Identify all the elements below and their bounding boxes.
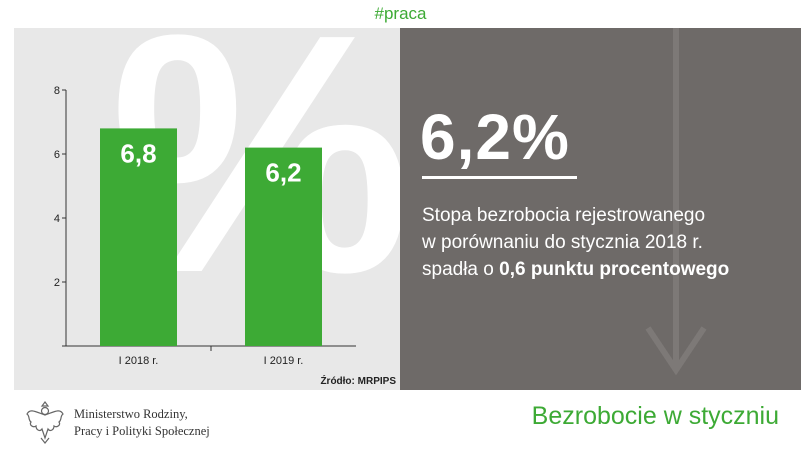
ministry-line-1: Ministerstwo Rodziny, <box>74 407 188 421</box>
white-eagle-emblem-icon <box>26 401 64 444</box>
bar-value-label: 6,2 <box>265 158 301 188</box>
highlight-value: 6,2% <box>420 101 570 173</box>
bar-chart: 2 4 6 8 6,8 I 2018 r. 6,2 I 2019 r. Źródło: MRPI… <box>54 85 396 387</box>
x-tick-label: I 2018 r. <box>119 355 159 367</box>
description-line-1: Stopa bezrobocia rejestrowanego <box>422 205 706 226</box>
y-tick-label: 4 <box>54 213 60 225</box>
chart-source: Źródło: MRPIPS <box>320 374 396 387</box>
highlight-underline <box>422 176 577 179</box>
highlight-panel: 6,2% Stopa bezrobocia rejestrowanego w p… <box>400 28 801 390</box>
description-line-3-prefix: spadła o <box>422 259 500 280</box>
description-line-3-bold: 0,6 punktu procentowego <box>499 259 730 280</box>
description-line-2: w porównaniu do stycznia 2018 r. <box>422 232 703 253</box>
bar-value-label: 6,8 <box>120 138 156 168</box>
bar <box>100 128 177 346</box>
y-tick-label: 6 <box>54 149 60 161</box>
footer-title: Bezrobocie w styczniu <box>531 402 779 430</box>
y-tick-label: 8 <box>54 85 60 97</box>
down-arrow-icon <box>645 28 707 376</box>
ministry-name: Ministerstwo Rodziny, Pracy i Polityki S… <box>74 406 210 440</box>
bar <box>245 147 322 346</box>
y-tick-label: 2 <box>54 277 60 289</box>
x-tick-label: I 2019 r. <box>264 355 304 367</box>
hashtag: #praca <box>374 4 427 23</box>
ministry-line-2: Pracy i Polityki Społecznej <box>74 424 210 438</box>
description-line-3: spadła o 0,6 punktu procentowego <box>422 256 792 283</box>
highlight-description: Stopa bezrobocia rejestrowanego w porówn… <box>422 202 792 283</box>
